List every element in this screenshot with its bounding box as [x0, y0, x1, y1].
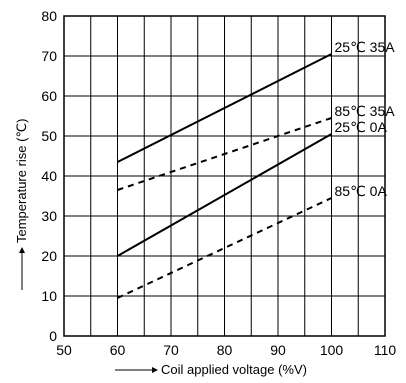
series-label: 85℃ 0A — [335, 183, 388, 199]
x-tick-label: 50 — [56, 342, 72, 358]
y-tick-label: 10 — [41, 288, 57, 304]
y-tick-label: 0 — [49, 328, 57, 344]
series-label: 25℃ 0A — [335, 119, 388, 135]
y-axis-title: Temperature rise (℃) — [14, 119, 29, 290]
y-tick-label: 80 — [41, 8, 57, 24]
x-tick-label: 70 — [163, 342, 179, 358]
grid-lines — [64, 16, 385, 336]
x-axis-arrow-head — [152, 367, 158, 373]
y-tick-labels: 0 10 20 30 40 50 60 70 80 — [41, 8, 57, 344]
y-axis-label: Temperature rise (℃) — [14, 119, 29, 243]
series-label: 25℃ 35A — [335, 39, 396, 55]
x-axis-label: Coil applied voltage (%V) — [161, 362, 307, 377]
y-tick-label: 60 — [41, 88, 57, 104]
x-tick-label: 90 — [270, 342, 286, 358]
x-tick-label: 80 — [217, 342, 233, 358]
y-tick-label: 70 — [41, 48, 57, 64]
x-tick-label: 100 — [320, 342, 344, 358]
series-label: 85℃ 35A — [335, 103, 396, 119]
x-axis-title: Coil applied voltage (%V) — [115, 362, 307, 377]
y-tick-label: 30 — [41, 208, 57, 224]
y-axis-arrow-head — [19, 247, 25, 253]
x-tick-labels: 50 60 70 80 90 100 110 — [56, 342, 396, 358]
y-tick-label: 40 — [41, 168, 57, 184]
y-tick-label: 50 — [41, 128, 57, 144]
x-tick-label: 60 — [110, 342, 126, 358]
y-tick-label: 20 — [41, 248, 57, 264]
x-tick-label: 110 — [374, 342, 397, 358]
